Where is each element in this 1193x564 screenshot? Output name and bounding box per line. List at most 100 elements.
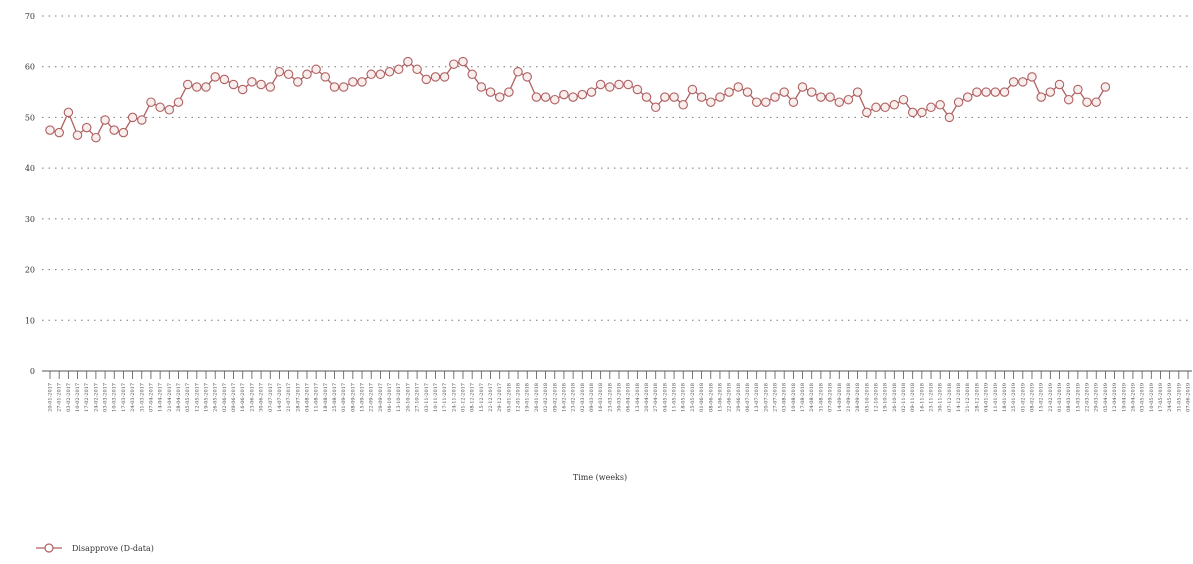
x-tick-label: 15-02-2019	[1039, 383, 1045, 412]
data-point	[366, 69, 376, 80]
x-tick-label: 20-10-2017	[405, 383, 411, 412]
x-tick-label: 05-01-2018	[506, 383, 512, 412]
series-line	[49, 60, 1106, 139]
x-tick-label: 20-04-2018	[644, 383, 650, 412]
data-point	[862, 107, 872, 118]
x-tick-label: 31-05-2019	[1176, 383, 1182, 412]
data-point	[706, 97, 716, 107]
x-tick-label: 10-11-2017	[433, 383, 439, 412]
x-tick-label: 14-09-2018	[837, 383, 843, 412]
x-tick-label: 13-10-2017	[396, 383, 402, 412]
data-point	[1100, 82, 1111, 92]
data-point	[907, 107, 918, 118]
data-point	[650, 102, 661, 113]
x-tick-label: 02-06-2017	[222, 383, 228, 412]
x-tick-label: 21-09-2018	[846, 383, 852, 412]
data-point	[412, 64, 422, 75]
x-tick-label: 29-12-2017	[497, 383, 503, 412]
x-tick-label: 21-07-2017	[286, 383, 292, 412]
x-tick-label: 24-05-2019	[1167, 383, 1173, 412]
x-tick-label: 18-08-2017	[323, 383, 329, 412]
data-point	[926, 102, 936, 113]
data-point	[678, 100, 688, 110]
data-point	[733, 82, 744, 92]
data-point	[687, 84, 698, 95]
x-tick-label: 01-09-2017	[341, 383, 347, 412]
data-point	[632, 84, 643, 95]
x-tick-label: 19-04-2019	[1121, 383, 1127, 412]
data-point	[311, 64, 321, 75]
y-tick-label: 50	[25, 113, 35, 122]
x-tick-label: 27-04-2018	[653, 383, 659, 412]
data-point	[1008, 77, 1019, 87]
x-tick-label: 01-12-2017	[460, 383, 466, 412]
data-point	[825, 92, 835, 102]
x-tick-label: 27-01-2017	[57, 383, 63, 412]
y-tick-label: 0	[30, 367, 35, 376]
x-tick-label: 11-01-2019	[993, 383, 999, 412]
x-tick-label: 10-05-2019	[1149, 383, 1155, 412]
data-point	[293, 77, 303, 87]
data-point	[843, 94, 854, 105]
x-tick-label: 16-06-2017	[240, 383, 246, 412]
x-tick-label: 22-06-2018	[727, 383, 733, 412]
x-tick-label: 26-01-2018	[534, 383, 540, 412]
x-tick-label: 17-11-2017	[442, 383, 448, 412]
x-tick-label: 09-06-2017	[231, 383, 237, 412]
data-point	[641, 92, 652, 102]
x-tick-label: 27-10-2017	[415, 383, 421, 412]
x-tick-label: 23-02-2018	[571, 383, 577, 412]
x-tick-label: 02-02-2018	[543, 383, 549, 412]
data-point	[513, 67, 523, 77]
data-point	[192, 82, 202, 92]
data-point	[999, 87, 1010, 97]
data-point	[164, 105, 175, 115]
x-tick-label: 03-05-2019	[1140, 383, 1146, 412]
data-point	[63, 107, 74, 118]
data-point	[146, 97, 156, 107]
x-tick-label: 01-03-2019	[1057, 383, 1063, 412]
x-tick-label: 23-03-2018	[607, 383, 613, 412]
data-point	[91, 132, 101, 143]
data-point	[137, 115, 147, 125]
x-tick-label: 01-06-2018	[699, 383, 705, 412]
x-tick-label: 04-05-2018	[662, 383, 668, 412]
data-point	[742, 87, 753, 97]
x-tick-label: 11-08-2017	[314, 383, 320, 412]
x-tick-label: 31-03-2017	[139, 383, 145, 412]
data-point	[669, 92, 679, 102]
x-tick-label: 12-04-2019	[1112, 383, 1118, 412]
data-point	[357, 77, 367, 87]
data-point	[724, 87, 734, 97]
y-tick-label: 10	[25, 316, 35, 325]
data-point	[917, 107, 927, 118]
x-tick-label: 13-04-2018	[635, 383, 641, 412]
legend-label: Disapprove (D-data)	[72, 544, 154, 553]
data-point	[302, 69, 312, 80]
data-point	[439, 72, 450, 82]
data-point	[449, 59, 459, 69]
x-tick-label: 12-05-2017	[194, 383, 200, 412]
data-point	[852, 87, 863, 97]
x-tick-label: 06-07-2018	[745, 383, 751, 412]
data-point	[219, 74, 230, 85]
x-tick-label: 17-02-2017	[84, 383, 90, 412]
data-point	[595, 79, 606, 90]
data-point	[972, 87, 982, 97]
x-tick-label: 11-05-2018	[672, 383, 678, 412]
data-point	[109, 125, 119, 135]
x-tick-label: 28-07-2017	[295, 383, 301, 412]
data-point	[981, 87, 991, 97]
data-point	[467, 69, 477, 80]
x-tick-label: 10-02-2017	[75, 383, 81, 412]
x-tick-label: 19-05-2017	[204, 383, 210, 412]
x-tick-label: 08-09-2017	[350, 383, 356, 412]
x-tick-label: 12-01-2018	[516, 383, 522, 412]
data-point	[265, 82, 276, 92]
data-point	[871, 102, 881, 113]
data-point	[283, 69, 294, 80]
data-point	[779, 87, 789, 97]
x-tick-label: 25-01-2019	[1011, 383, 1017, 412]
y-tick-label: 60	[25, 63, 35, 72]
